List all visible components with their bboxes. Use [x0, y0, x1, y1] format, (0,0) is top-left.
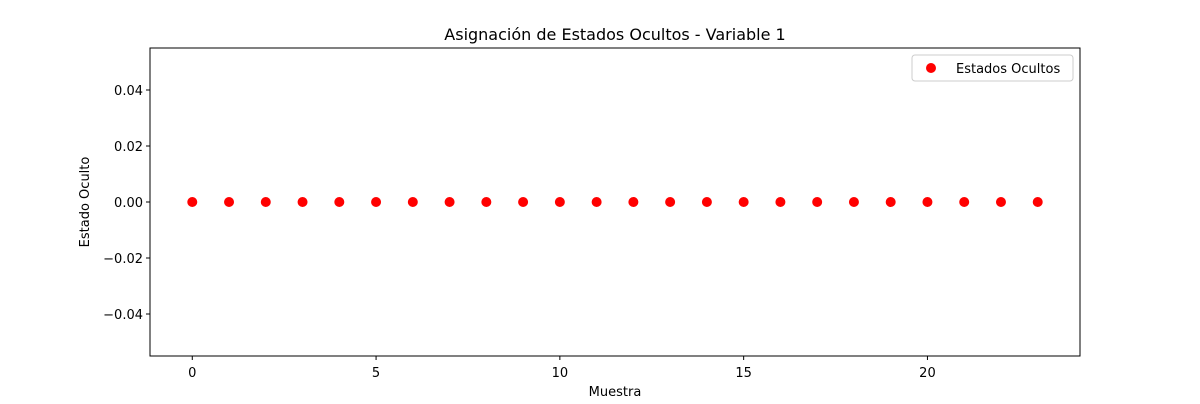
- y-axis-label: Estado Oculto: [78, 157, 93, 248]
- x-tick-label: 5: [372, 366, 380, 381]
- x-tick-label: 10: [552, 366, 569, 381]
- data-point: [554, 197, 565, 207]
- chart-title: Asignación de Estados Ocultos - Variable…: [444, 25, 785, 44]
- x-tick-label: 0: [188, 366, 196, 381]
- data-point: [665, 197, 676, 207]
- data-point: [187, 197, 198, 207]
- y-tick-label: −0.04: [103, 308, 143, 323]
- data-point: [297, 197, 308, 207]
- data-point: [628, 197, 639, 207]
- plot-frame: [149, 47, 1081, 357]
- legend-label: Estados Ocultos: [956, 62, 1060, 77]
- data-point: [885, 197, 896, 207]
- legend-box: [911, 54, 1074, 82]
- data-point: [1032, 197, 1043, 207]
- data-point: [334, 197, 345, 207]
- x-tick-label: 15: [735, 366, 752, 381]
- data-points: [187, 197, 1043, 207]
- axes: 0 5 10 15 20 −0.04 −0.02 0.00 0.02 0.04: [103, 47, 1081, 381]
- data-point: [591, 197, 602, 207]
- legend: Estados Ocultos: [911, 54, 1074, 82]
- data-point: [922, 197, 933, 207]
- legend-marker: [926, 63, 936, 73]
- x-tick-label: 20: [919, 366, 936, 381]
- data-point: [848, 197, 859, 207]
- data-point: [481, 197, 492, 207]
- data-point: [701, 197, 712, 207]
- data-point: [444, 197, 455, 207]
- y-tick-label: −0.02: [103, 252, 143, 267]
- data-point: [959, 197, 970, 207]
- data-point: [260, 197, 271, 207]
- data-point: [371, 197, 382, 207]
- y-tick-label: 0.00: [114, 196, 143, 211]
- data-point: [775, 197, 786, 207]
- data-point: [812, 197, 823, 207]
- data-point: [995, 197, 1006, 207]
- data-point: [518, 197, 529, 207]
- data-point: [738, 197, 749, 207]
- x-axis-label: Muestra: [589, 385, 642, 400]
- data-point: [224, 197, 235, 207]
- data-point: [407, 197, 418, 207]
- y-tick-label: 0.04: [114, 84, 143, 99]
- y-tick-label: 0.02: [114, 140, 143, 155]
